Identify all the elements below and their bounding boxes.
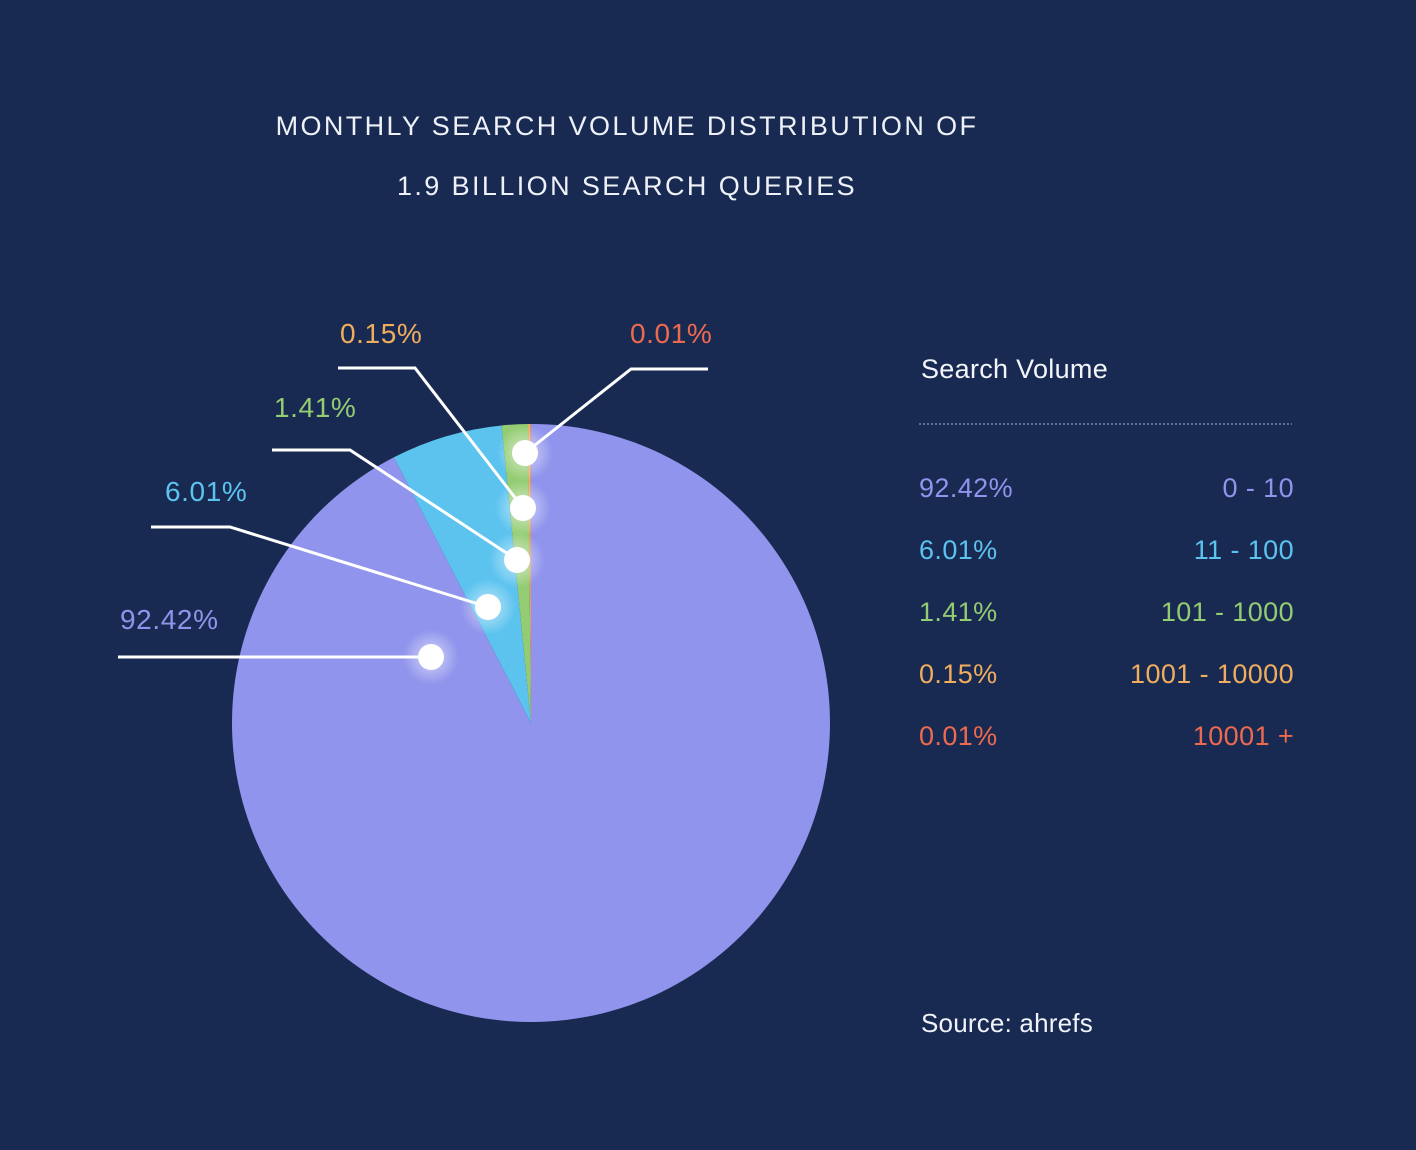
- legend-range: 10001 +: [1192, 721, 1294, 751]
- legend-row[interactable]: 6.01% 11 - 100: [919, 535, 1294, 566]
- marker-dot-92-42[interactable]: [418, 644, 444, 670]
- leader-line-6-01: [151, 525, 489, 609]
- leader-line-0-15: [338, 366, 525, 509]
- legend-range: 1001 - 10000: [1130, 659, 1294, 689]
- callout-1-41: 1.41%: [274, 392, 357, 423]
- legend-percent: 0.15%: [919, 659, 998, 689]
- legend: Search Volume 92.42% 0 - 10 6.01% 11 - 100 1…: [919, 354, 1294, 783]
- legend-rows: 92.42% 0 - 10 6.01% 11 - 100 1.41% 101 - 1000…: [919, 473, 1294, 752]
- legend-row[interactable]: 0.01% 10001 +: [919, 721, 1294, 752]
- legend-range: 101 - 1000: [1160, 597, 1294, 627]
- legend-row[interactable]: 1.41% 101 - 1000: [919, 597, 1294, 628]
- leader-line-0-01: [524, 367, 708, 455]
- legend-range: 11 - 100: [1193, 535, 1294, 565]
- callout-6-01: 6.01%: [165, 476, 248, 507]
- legend-row[interactable]: 0.15% 1001 - 10000: [919, 659, 1294, 690]
- source-note: Source: ahrefs: [921, 1008, 1093, 1038]
- marker-dot-1-41[interactable]: [504, 547, 530, 573]
- legend-percent: 1.41%: [919, 597, 998, 627]
- legend-percent: 6.01%: [919, 535, 998, 565]
- legend-title: Search Volume: [921, 354, 1109, 384]
- marker-dot-group: [403, 425, 553, 685]
- legend-range: 0 - 10: [1222, 473, 1294, 503]
- leader-line-group: [118, 366, 708, 659]
- legend-row[interactable]: 92.42% 0 - 10: [919, 473, 1294, 504]
- callout-0-15: 0.15%: [340, 318, 423, 349]
- callout-0-01: 0.01%: [630, 318, 713, 349]
- marker-dot-0-01[interactable]: [512, 440, 538, 466]
- leader-line-1-41: [272, 448, 518, 562]
- legend-percent: 0.01%: [919, 721, 998, 751]
- legend-percent: 92.42%: [919, 473, 1013, 503]
- marker-dot-6-01[interactable]: [475, 594, 501, 620]
- legend-divider: [919, 423, 1292, 425]
- callout-92-42: 92.42%: [120, 604, 219, 635]
- marker-dot-0-15[interactable]: [510, 495, 536, 521]
